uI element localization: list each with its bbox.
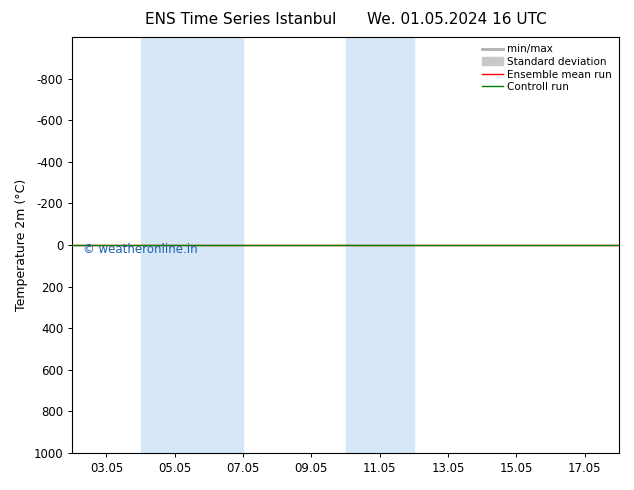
Bar	[141, 37, 243, 453]
Text: ENS Time Series Istanbul: ENS Time Series Istanbul	[145, 12, 337, 27]
Bar	[346, 37, 414, 453]
Text: We. 01.05.2024 16 UTC: We. 01.05.2024 16 UTC	[366, 12, 547, 27]
Legend: min/max, Standard deviation, Ensemble mean run, Controll run: min/max, Standard deviation, Ensemble me…	[480, 42, 614, 94]
Y-axis label: Temperature 2m (°C): Temperature 2m (°C)	[15, 179, 28, 311]
Text: © weatheronline.in: © weatheronline.in	[83, 243, 198, 256]
